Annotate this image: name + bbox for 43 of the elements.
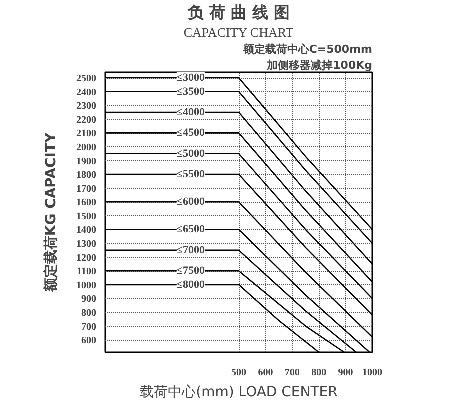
chart-subtitle: CAPACITY CHART <box>184 25 294 40</box>
text: 加侧移器减掉100Kg <box>266 59 372 72</box>
chart-title: 负 荷 曲 线 图 <box>186 3 290 22</box>
y-tick-label: 2200 <box>76 114 96 126</box>
x-tick-label: 800 <box>312 368 327 378</box>
y-tick-label: 1800 <box>76 170 96 182</box>
series-label: ≤5000 <box>176 148 206 160</box>
series-label: ≤6000 <box>176 196 206 208</box>
y-tick-label: 1300 <box>76 239 96 250</box>
x-tick-label: 600 <box>258 368 274 378</box>
y-tick-label: 1100 <box>77 266 97 278</box>
x-tick-label: 500 <box>232 368 246 378</box>
x-axis-title: 载荷中心(mm) LOAD CENTER <box>140 384 338 400</box>
y-tick-label: 1700 <box>76 184 96 195</box>
series-label: ≤8000 <box>176 278 206 291</box>
series-label: ≤3000 <box>176 72 206 84</box>
x-tick-label: 700 <box>284 368 300 378</box>
x-tick-label: 900 <box>338 368 354 378</box>
y-tick-label: 700 <box>82 322 96 333</box>
y-tick-label: 1900 <box>76 156 96 168</box>
x-tick-label: 1000 <box>362 368 382 378</box>
y-axis-title: 额定载荷KG CAPACITY <box>42 132 60 294</box>
series-label: ≤3500 <box>176 86 206 98</box>
y-tick-label: 600 <box>82 336 96 347</box>
series-label: ≤7000 <box>176 244 206 256</box>
y-tick-label: 1000 <box>76 280 96 292</box>
y-tick-label: 2500 <box>76 74 96 85</box>
series-label: ≤6500 <box>176 224 206 236</box>
y-tick-label: 1500 <box>76 211 96 222</box>
y-tick-label: 1200 <box>76 252 96 264</box>
y-tick-label: 2100 <box>76 128 96 140</box>
series-label: ≤7500 <box>176 265 206 278</box>
y-tick-label: 900 <box>82 294 96 306</box>
y-tick-label: 800 <box>82 308 96 319</box>
series-label: ≤4000 <box>176 106 206 118</box>
y-tick-label: 2300 <box>76 101 96 112</box>
series-label: ≤4500 <box>176 127 206 140</box>
y-tick-label: 1600 <box>76 198 96 209</box>
series-label: ≤5500 <box>176 168 206 181</box>
text: 额定载荷中心C=500mm <box>242 43 373 56</box>
y-tick-label: 2400 <box>76 87 96 98</box>
y-tick-label: 1400 <box>76 225 96 236</box>
y-tick-label: 2000 <box>76 142 96 154</box>
